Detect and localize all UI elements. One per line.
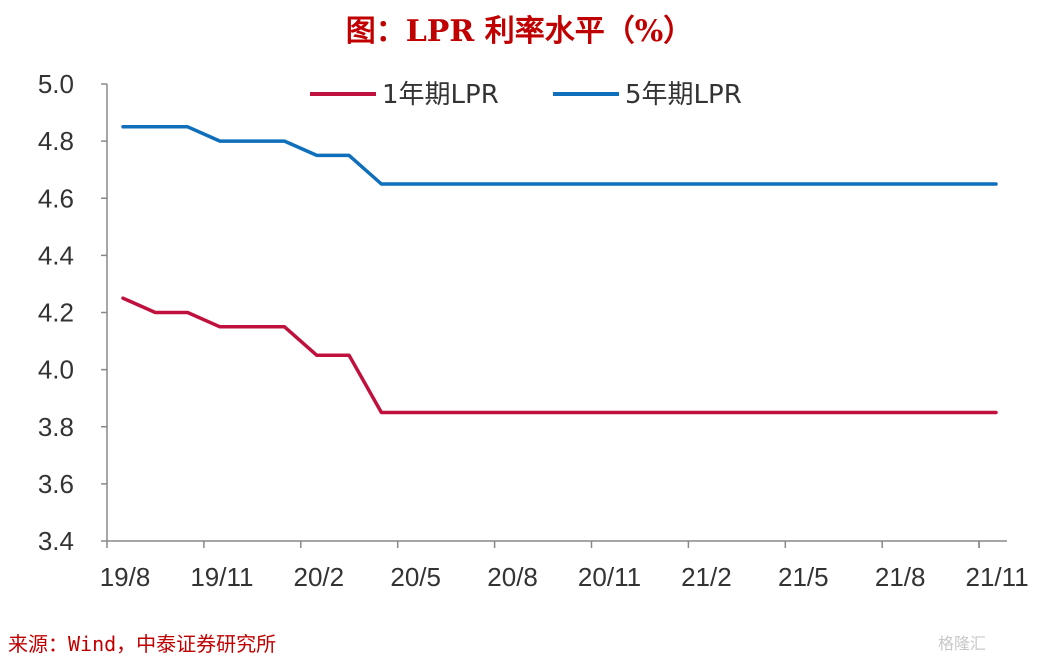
y-tick-label: 3.4	[38, 526, 74, 556]
series-line-1y-lpr	[121, 296, 998, 415]
x-tick-label: 20/2	[293, 562, 344, 592]
x-tick-label: 21/5	[778, 562, 829, 592]
y-tick-label: 3.6	[38, 469, 74, 499]
x-tick-label: 21/2	[681, 562, 732, 592]
chart-title: 图：LPR 利率水平（%）	[345, 14, 694, 49]
y-tick-label: 5.0	[38, 69, 74, 99]
y-tick-label: 4.0	[38, 355, 74, 385]
x-tick-label: 20/8	[487, 562, 538, 592]
y-tick-label: 4.6	[38, 183, 74, 213]
y-tick-label: 3.8	[38, 412, 74, 442]
y-tick-label: 4.4	[38, 240, 74, 270]
y-tick-label: 4.2	[38, 298, 74, 328]
y-tick-label: 4.8	[38, 126, 74, 156]
legend-label-1y-lpr: 1年期LPR	[382, 80, 499, 110]
x-tick-label: 19/11	[190, 562, 253, 592]
source-note: 来源：Wind，中泰证券研究所	[8, 632, 277, 656]
series-line-5y-lpr	[121, 125, 998, 186]
legend-label-5y-lpr: 5年期LPR	[625, 80, 742, 110]
x-tick-label: 19/8	[100, 562, 151, 592]
x-tick-label: 21/8	[875, 562, 926, 592]
x-tick-label: 21/11	[966, 562, 1029, 592]
x-tick-label: 20/5	[390, 562, 441, 592]
watermark: 格隆汇	[938, 634, 987, 653]
x-tick-label: 20/11	[578, 562, 641, 592]
